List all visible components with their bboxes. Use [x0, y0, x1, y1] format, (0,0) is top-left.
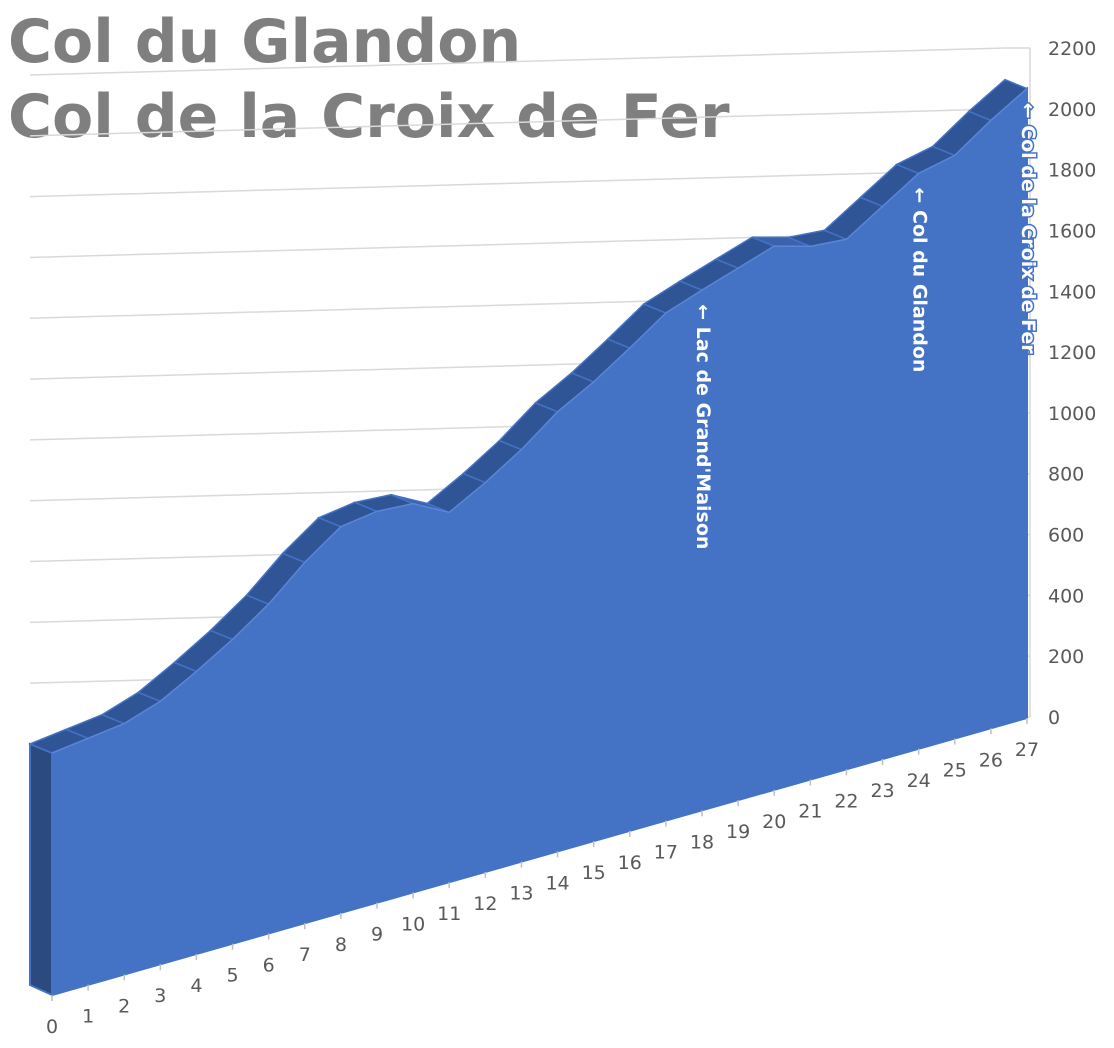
y-tick-label: 1800 [1048, 160, 1096, 182]
chart-title: Col du Glandon [8, 7, 521, 77]
x-tick-label: 11 [437, 903, 461, 925]
y-tick-label: 1200 [1048, 342, 1096, 364]
x-tick-label: 2 [118, 995, 130, 1017]
annotation: ← Lac de Grand'Maison [692, 304, 714, 549]
y-tick-label: 1400 [1048, 281, 1096, 303]
x-tick-label: 4 [190, 975, 202, 997]
x-tick-label: 26 [979, 749, 1003, 771]
x-tick-label: 18 [690, 831, 714, 853]
y-tick-label: 600 [1048, 525, 1084, 547]
y-tick-label: 800 [1048, 464, 1084, 486]
x-tick-label: 25 [943, 760, 967, 782]
annotation: ← Col du Glandon [909, 187, 931, 372]
x-tick-label: 12 [473, 893, 497, 915]
side-face [29, 742, 53, 997]
x-tick-label: 23 [870, 780, 894, 802]
x-tick-label: 6 [263, 954, 275, 976]
x-tick-label: 27 [1015, 739, 1039, 761]
x-tick-label: 15 [582, 862, 606, 884]
y-tick-label: 2000 [1048, 99, 1096, 121]
y-tick-label: 2200 [1048, 38, 1096, 60]
y-tick-label: 400 [1048, 585, 1084, 607]
annotation: ← Col de la Croix de Fer [1017, 103, 1039, 355]
x-tick-label: 3 [154, 985, 166, 1007]
grid-line [29, 108, 1006, 137]
x-tick-label: 19 [726, 821, 750, 843]
x-tick-label: 7 [299, 944, 311, 966]
x-tick-label: 21 [798, 801, 822, 823]
chart-title: Col de la Croix de Fer [8, 82, 730, 152]
x-tick-label: 8 [335, 934, 347, 956]
x-tick-label: 16 [618, 852, 642, 874]
y-tick-label: 1600 [1048, 220, 1096, 242]
area-front [51, 86, 1028, 997]
area-line [51, 88, 1028, 754]
x-tick-label: 0 [46, 1016, 58, 1038]
grid-line [29, 168, 1006, 198]
x-tick-label: 24 [907, 770, 931, 792]
x-tick-label: 13 [509, 883, 533, 905]
y-tick-label: 1000 [1048, 403, 1096, 425]
x-tick-label: 14 [545, 872, 569, 894]
y-tick-label: 200 [1048, 646, 1084, 668]
plot [28, 78, 1029, 997]
x-tick-label: 10 [401, 913, 425, 935]
x-tick-label: 5 [227, 965, 239, 987]
x-tick-label: 9 [371, 924, 383, 946]
x-tick-label: 17 [654, 842, 678, 864]
grid-line [29, 47, 1006, 76]
labels: 0200400600800100012001400160018002000220… [46, 38, 1096, 1038]
y-tick-label: 0 [1048, 707, 1060, 729]
x-tick-label: 22 [834, 790, 858, 812]
x-tick-label: 20 [762, 811, 786, 833]
x-tick-label: 1 [82, 1006, 94, 1028]
